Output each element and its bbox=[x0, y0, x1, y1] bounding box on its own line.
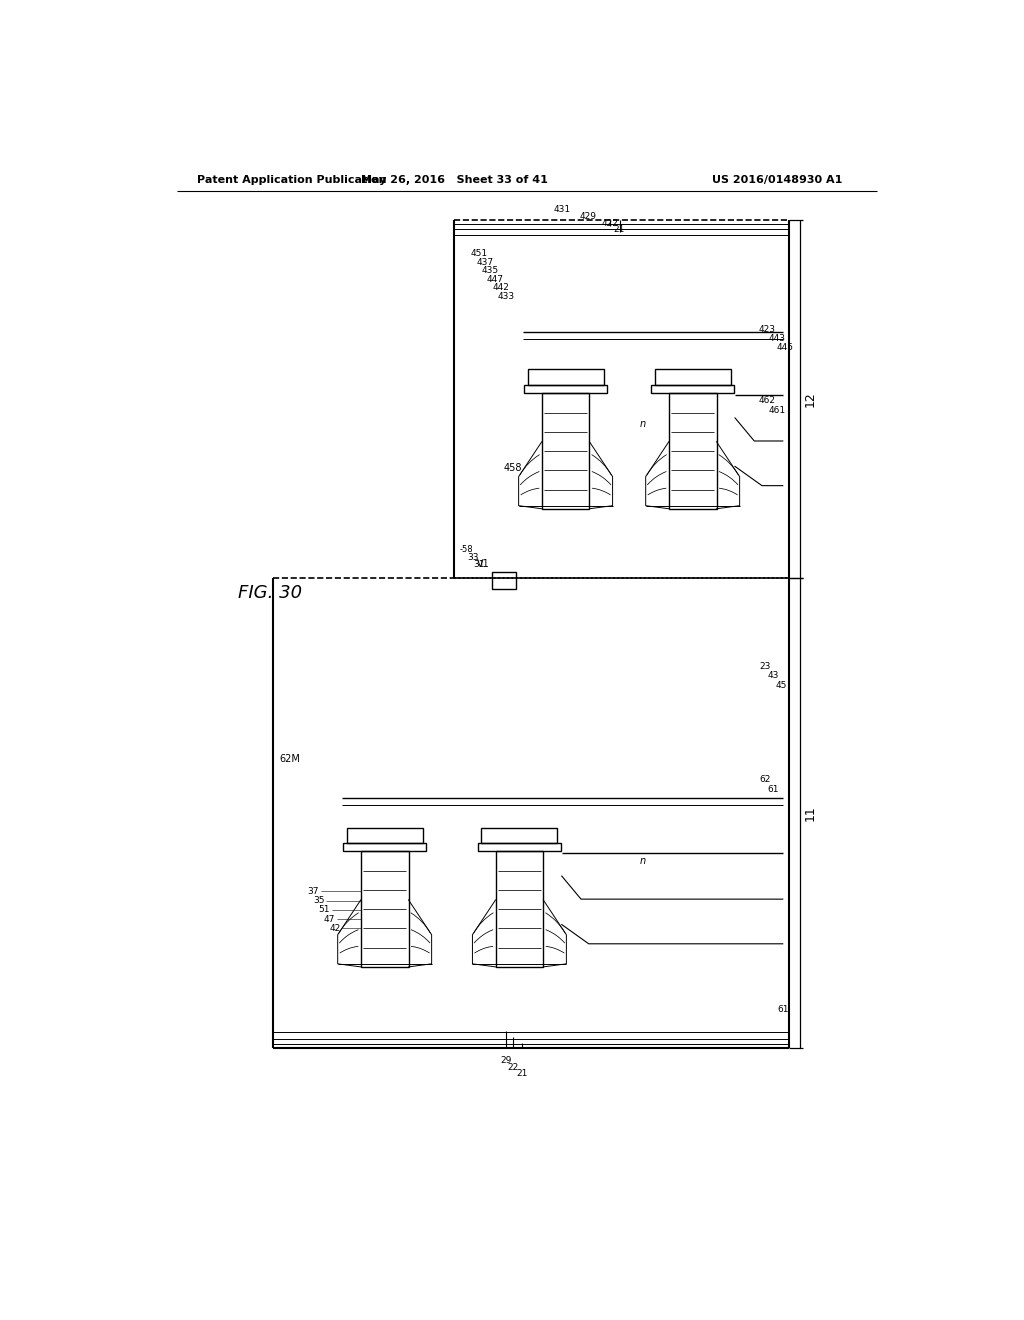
Bar bbox=[481, 828, 557, 843]
Bar bbox=[654, 370, 730, 385]
Text: 62M: 62M bbox=[280, 754, 300, 764]
Text: Patent Application Publication: Patent Application Publication bbox=[197, 176, 386, 185]
Bar bbox=[477, 843, 561, 851]
Text: May 26, 2016   Sheet 33 of 41: May 26, 2016 Sheet 33 of 41 bbox=[360, 176, 548, 185]
Text: 423: 423 bbox=[759, 325, 776, 334]
Text: 443: 443 bbox=[768, 334, 785, 343]
Text: 37: 37 bbox=[307, 887, 319, 896]
Text: 62: 62 bbox=[759, 775, 770, 784]
Bar bbox=[496, 851, 544, 966]
Text: 31: 31 bbox=[473, 561, 484, 569]
Text: US 2016/0148930 A1: US 2016/0148930 A1 bbox=[712, 176, 843, 185]
Text: 51: 51 bbox=[318, 906, 330, 915]
Bar bbox=[360, 851, 409, 966]
Bar bbox=[347, 828, 423, 843]
Text: 42: 42 bbox=[330, 924, 341, 933]
Text: 11: 11 bbox=[803, 805, 816, 821]
Bar bbox=[669, 393, 717, 508]
Text: 447: 447 bbox=[487, 275, 504, 284]
Bar bbox=[542, 393, 590, 508]
Text: 12: 12 bbox=[803, 391, 816, 407]
Text: 35: 35 bbox=[313, 896, 325, 906]
Bar bbox=[524, 385, 607, 393]
Text: 33: 33 bbox=[467, 553, 478, 562]
Text: 61: 61 bbox=[767, 784, 779, 793]
Text: 422: 422 bbox=[601, 219, 617, 227]
Text: n: n bbox=[640, 418, 646, 429]
Text: 47: 47 bbox=[324, 915, 336, 924]
Text: n: n bbox=[640, 855, 646, 866]
Bar bbox=[527, 370, 603, 385]
Text: 21: 21 bbox=[613, 224, 626, 234]
Text: 458: 458 bbox=[504, 463, 522, 473]
Text: 22: 22 bbox=[508, 1063, 519, 1072]
Text: 451: 451 bbox=[471, 249, 487, 259]
Text: 21: 21 bbox=[516, 1069, 527, 1077]
Text: 461: 461 bbox=[768, 405, 785, 414]
Text: 442: 442 bbox=[493, 284, 509, 292]
Text: 431: 431 bbox=[554, 206, 571, 214]
Text: 43: 43 bbox=[767, 672, 778, 680]
Text: 462: 462 bbox=[759, 396, 776, 405]
Bar bbox=[651, 385, 734, 393]
Text: 23: 23 bbox=[759, 663, 770, 671]
Text: 45: 45 bbox=[776, 681, 787, 689]
Text: 445: 445 bbox=[776, 343, 794, 352]
Text: 29: 29 bbox=[500, 1056, 511, 1065]
Bar bbox=[492, 572, 516, 589]
Text: 429: 429 bbox=[580, 213, 596, 222]
Text: 437: 437 bbox=[476, 257, 494, 267]
Text: V1: V1 bbox=[476, 560, 489, 569]
Text: 435: 435 bbox=[481, 267, 499, 276]
Bar bbox=[343, 843, 426, 851]
Text: FIG. 30: FIG. 30 bbox=[239, 585, 302, 602]
Text: 433: 433 bbox=[498, 292, 515, 301]
Text: -58: -58 bbox=[460, 545, 473, 554]
Text: 61: 61 bbox=[777, 1005, 788, 1014]
